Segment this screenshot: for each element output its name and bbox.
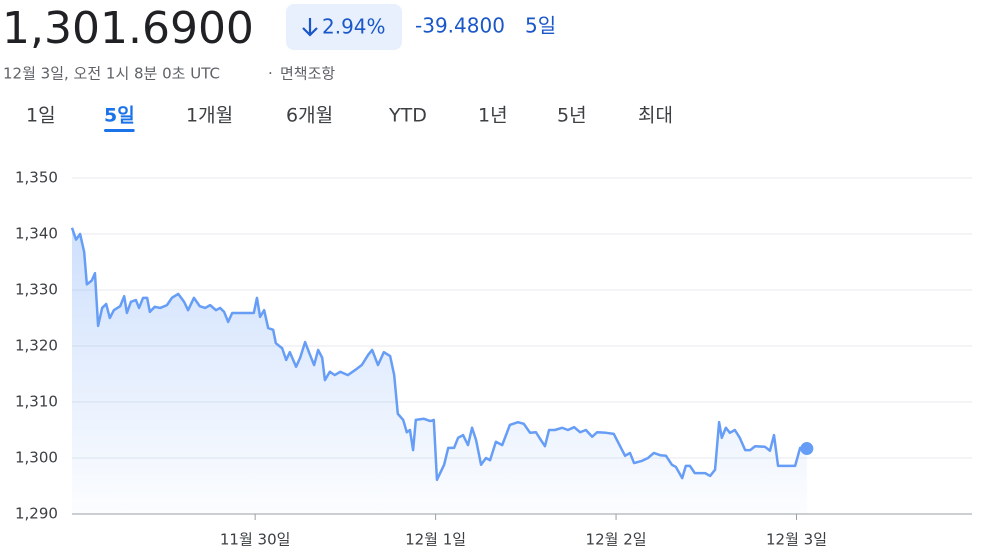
range-tab[interactable]: YTD xyxy=(388,105,427,127)
chart: 1,290 1,300 1,310 1,320 1,330 1,340 1,350 11월 3… xyxy=(15,169,972,549)
y-tick-label: 1,310 xyxy=(15,393,58,411)
x-tick-label: 11월 30일 xyxy=(220,531,291,549)
range-tab[interactable]: 5년 xyxy=(557,105,587,127)
x-tick-label: 12월 2일 xyxy=(586,531,647,549)
y-tick-label: 1,340 xyxy=(15,225,58,243)
change-badge xyxy=(286,4,402,50)
range-tab[interactable]: 5일 xyxy=(104,105,135,127)
range-tab[interactable]: 6개월 xyxy=(286,105,333,127)
price-line xyxy=(70,227,807,482)
x-tick-label: 12월 1일 xyxy=(405,531,466,549)
y-tick-label: 1,330 xyxy=(15,281,58,299)
y-tick-label: 1,300 xyxy=(15,449,58,467)
range-tab[interactable]: 최대 xyxy=(638,105,673,127)
y-tick-label: 1,320 xyxy=(15,337,58,355)
change-percent: 2.94% xyxy=(322,15,386,39)
y-tick-label: 1,290 xyxy=(15,505,58,523)
x-tick-label: 12월 3일 xyxy=(766,531,827,549)
last-point xyxy=(800,442,814,456)
range-tabs: 1일 5일 1개월 6개월 YTD 1년 5년 최대 xyxy=(26,105,673,132)
y-tick-label: 1,350 xyxy=(15,169,58,187)
tab-underline xyxy=(104,129,135,132)
change-period: 5일 xyxy=(525,14,556,38)
area-fill xyxy=(72,227,807,514)
change-value: -39.4800 xyxy=(415,14,505,38)
range-tab[interactable]: 1일 xyxy=(26,105,56,127)
price: 1,301.6900 xyxy=(2,3,254,54)
down-arrow-icon xyxy=(302,18,318,37)
separator: · xyxy=(268,65,273,83)
range-tab[interactable]: 1개월 xyxy=(186,105,233,127)
timestamp: 12월 3일, 오전 1시 8분 0초 UTC xyxy=(3,65,220,83)
range-tab[interactable]: 1년 xyxy=(478,105,508,127)
disclaimer-link[interactable]: 면책조항 xyxy=(280,65,335,83)
